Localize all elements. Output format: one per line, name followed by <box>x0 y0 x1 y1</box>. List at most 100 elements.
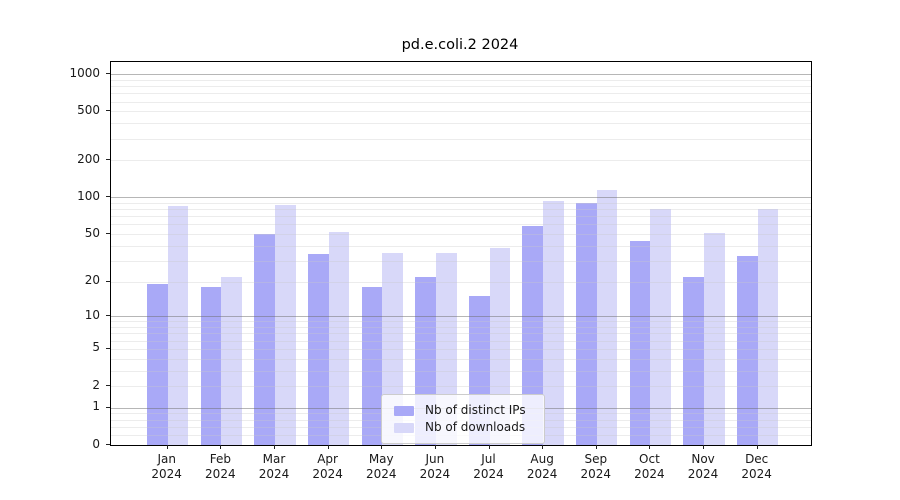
bar-distinct-ips-oct <box>629 240 651 445</box>
x-tick-mark-jan <box>166 445 168 449</box>
gridline-minor-y-8 <box>111 327 811 329</box>
legend-label-distinct-ips: Nb of distinct IPs <box>425 403 526 417</box>
x-tick-year: 2024 <box>258 466 290 481</box>
x-tick-month: Apr <box>317 452 338 466</box>
x-tick-year: 2024 <box>687 466 719 481</box>
gridline-minor-y-90 <box>111 202 811 204</box>
plot-area: Nb of distinct IPs Nb of downloads <box>110 61 812 446</box>
gridline-minor-y-70 <box>111 216 811 218</box>
x-tick-month: Feb <box>209 452 231 466</box>
y-tick-mark-0 <box>105 444 110 445</box>
x-tick-year: 2024 <box>473 466 504 481</box>
x-tick-month: Oct <box>639 452 660 466</box>
gridline-minor-y-3 <box>111 370 811 372</box>
y-tick-label-50: 50 <box>84 225 100 240</box>
y-tick-label-1: 1 <box>92 399 100 414</box>
y-tick-mark-1 <box>105 406 110 408</box>
legend-swatch-downloads <box>394 422 414 433</box>
gridline-minor-y-30 <box>111 260 811 262</box>
legend-label-downloads: Nb of downloads <box>425 420 526 434</box>
x-tick-year: 2024 <box>580 466 612 481</box>
x-tick-month: Jul <box>481 452 496 466</box>
x-tick-year: 2024 <box>205 466 236 481</box>
bar-distinct-ips-jan <box>147 284 168 445</box>
gridline-major-y-1000 <box>111 74 811 76</box>
bar-downloads-aug <box>543 200 564 445</box>
gridline-minor-y-40 <box>111 245 811 247</box>
y-tick-mark-100 <box>105 196 110 198</box>
gridline-minor-y-400 <box>111 123 811 125</box>
bar-distinct-ips-feb <box>200 287 222 445</box>
legend-row-distinct-ips: Nb of distinct IPs <box>394 403 544 418</box>
x-tick-year: 2024 <box>634 466 665 481</box>
x-tick-mark-nov <box>703 445 705 449</box>
y-tick-label-500: 500 <box>77 102 100 117</box>
bar-distinct-ips-nov <box>683 276 705 445</box>
x-tick-year: 2024 <box>312 466 343 481</box>
y-tick-label-2: 2 <box>92 377 100 392</box>
bar-downloads-dec <box>757 209 779 445</box>
y-tick-label-0: 0 <box>92 436 100 451</box>
gridline-minor-y-800 <box>111 86 811 88</box>
y-tick-label-100: 100 <box>77 188 100 203</box>
x-tick-mark-mar <box>273 445 275 449</box>
bar-downloads-oct <box>650 209 672 445</box>
gridline-minor-y-7 <box>111 333 811 335</box>
x-tick-month: Nov <box>691 452 715 466</box>
x-tick-label-nov: Nov 2024 <box>671 452 735 481</box>
x-tick-year: 2024 <box>151 466 182 481</box>
x-tick-mark-may <box>381 445 383 449</box>
y-tick-mark-500 <box>105 110 110 112</box>
y-tick-label-10: 10 <box>84 307 100 322</box>
y-tick-mark-5 <box>105 347 110 349</box>
chart-title: pd.e.coli.2 2024 <box>401 37 519 53</box>
x-tick-label-jul: Jul 2024 <box>457 452 521 481</box>
gridline-major-y-100 <box>111 197 811 199</box>
gridline-minor-y-5 <box>111 348 811 350</box>
bar-downloads-feb <box>221 276 243 445</box>
bar-distinct-ips-dec <box>737 255 758 445</box>
gridline-minor-y-2 <box>111 386 811 388</box>
x-tick-mark-aug <box>542 445 544 449</box>
y-tick-mark-10 <box>105 315 110 317</box>
x-tick-mark-oct <box>649 445 651 449</box>
gridline-minor-y-200 <box>111 160 811 162</box>
bar-distinct-ips-apr <box>307 254 329 445</box>
gridline-minor-y-300 <box>111 138 811 140</box>
gridline-minor-y-20 <box>111 281 811 283</box>
gridline-major-y-10 <box>111 316 811 318</box>
x-tick-mark-apr <box>327 445 329 449</box>
bar-downloads-nov <box>704 233 725 445</box>
y-tick-label-1000: 1000 <box>69 65 100 80</box>
y-tick-label-20: 20 <box>84 273 100 288</box>
x-tick-label-sep: Sep 2024 <box>564 452 628 481</box>
x-tick-month: May <box>368 452 394 466</box>
x-tick-label-dec: Dec 2024 <box>725 452 789 481</box>
x-tick-year: 2024 <box>741 466 772 481</box>
x-tick-year: 2024 <box>526 466 558 481</box>
x-tick-mark-jul <box>488 445 490 449</box>
x-tick-month: Sep <box>584 452 608 466</box>
y-tick-label-5: 5 <box>92 340 100 355</box>
x-tick-mark-sep <box>595 445 597 449</box>
x-tick-year: 2024 <box>419 466 451 481</box>
x-tick-label-jan: Jan 2024 <box>135 452 199 481</box>
bar-downloads-sep <box>596 189 618 445</box>
gridline-minor-y-6 <box>111 340 811 342</box>
x-tick-mark-dec <box>756 445 758 449</box>
x-tick-month: Aug <box>530 452 554 466</box>
x-tick-label-jun: Jun 2024 <box>403 452 467 481</box>
x-tick-label-mar: Mar 2024 <box>242 452 306 481</box>
bar-distinct-ips-may <box>361 287 383 445</box>
x-tick-month: Jun <box>425 452 445 466</box>
bar-downloads-apr <box>328 232 350 445</box>
bar-downloads-jan <box>167 206 189 445</box>
bar-downloads-mar <box>274 204 296 445</box>
y-tick-mark-200 <box>105 159 110 161</box>
x-tick-month: Dec <box>745 452 769 466</box>
gridline-minor-y-80 <box>111 209 811 211</box>
gridline-minor-y-4 <box>111 358 811 360</box>
gridline-minor-y-600 <box>111 101 811 103</box>
legend: Nb of distinct IPs Nb of downloads <box>381 394 545 444</box>
